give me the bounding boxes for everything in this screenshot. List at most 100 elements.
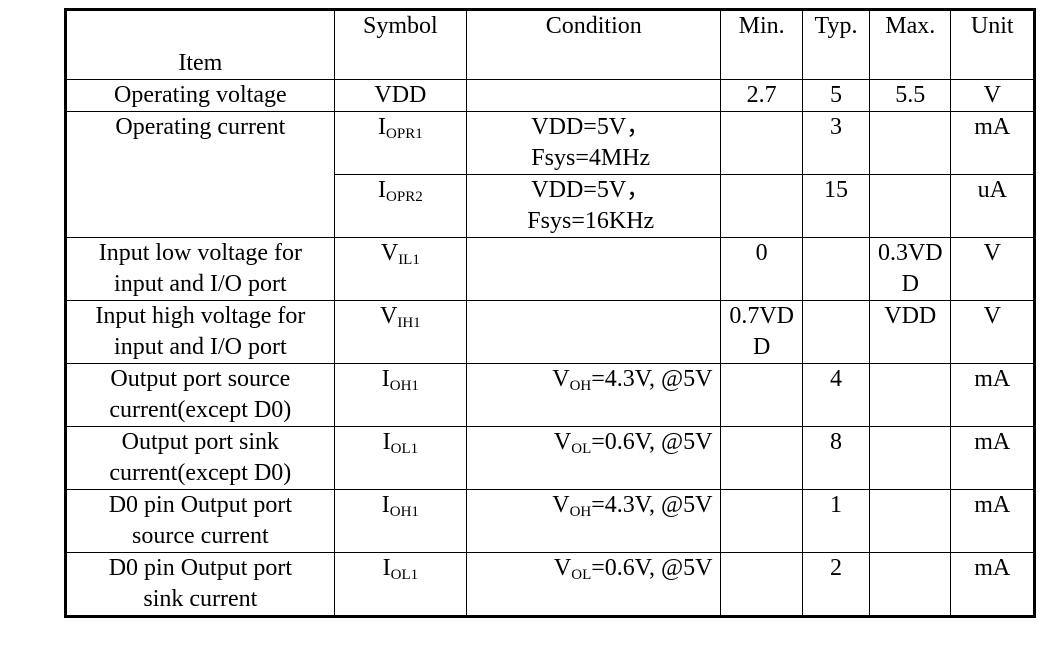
item-cell: Output port sink current(except D0)	[65, 426, 335, 490]
unit-cell: mA	[950, 111, 1035, 175]
header-typ: Typ.	[801, 9, 871, 80]
item-cell: Input high voltage for input and I/O port	[65, 300, 335, 364]
symbol-main: I	[381, 492, 390, 518]
min-cell	[720, 174, 803, 238]
condition-subscript: OL	[571, 441, 592, 457]
condition-subscript: OH	[569, 378, 592, 394]
min-cell: 0	[720, 237, 803, 301]
item-cell: Operating voltage	[65, 79, 335, 112]
typ-cell: 1	[801, 489, 871, 553]
item-cell: Input low voltage for input and I/O port	[65, 237, 335, 301]
min-cell: 0.7VD D	[720, 300, 803, 364]
symbol-subscript: OL1	[390, 567, 419, 583]
item-line-2: input and I/O port	[114, 271, 287, 297]
item-line-2: current(except D0)	[109, 460, 292, 486]
symbol-subscript: IL1	[398, 252, 420, 268]
item-line-2: input and I/O port	[114, 334, 287, 360]
condition-main: V	[552, 366, 570, 392]
symbol-subscript: OPR2	[386, 189, 423, 205]
condition-rest: =4.3V, @5V	[591, 492, 713, 518]
condition-rest: =0.6V, @5V	[591, 555, 713, 581]
table-row: Output port source current(except D0) I OH…	[65, 363, 1035, 427]
min-cell	[720, 426, 803, 490]
symbol-subscript: OL1	[390, 441, 419, 457]
header-symbol: Symbol	[333, 9, 468, 80]
table-row: Input high voltage for input and I/O port…	[65, 300, 1035, 364]
table-row: Operating voltage VDD 2.7 5 5.5 V	[65, 79, 1035, 112]
symbol-main: V	[380, 240, 399, 266]
max-line-2: D	[901, 271, 919, 297]
condition-cell	[466, 237, 722, 301]
typ-cell: 2	[801, 552, 871, 617]
min-line-1: 0.7VD	[729, 303, 795, 329]
unit-cell: V	[950, 237, 1035, 301]
typ-cell	[801, 300, 871, 364]
condition-line-1: VDD=5V，	[531, 177, 651, 203]
symbol-cell: IOL1	[333, 552, 468, 617]
unit-cell: mA	[950, 363, 1035, 427]
min-cell	[720, 552, 803, 617]
table-row: IOPR2 VDD=5V， Fsys=16KHz 15 uA	[66, 174, 1035, 238]
table-row: Input low voltage for input and I/O port …	[65, 237, 1035, 301]
typ-cell: 8	[801, 426, 871, 490]
symbol-subscript: IH1	[397, 315, 421, 331]
item-line-2: current(except D0)	[109, 397, 292, 423]
unit-cell: V	[950, 300, 1035, 364]
max-cell	[869, 489, 952, 553]
condition-cell: VOH=4.3V, @5V	[466, 363, 722, 427]
min-line-2: D	[753, 334, 771, 360]
condition-main: V	[552, 492, 570, 518]
condition-cell	[466, 300, 722, 364]
typ-cell: 4	[801, 363, 871, 427]
item-line-2: source current	[132, 523, 269, 549]
typ-cell: 5	[801, 79, 871, 112]
symbol-cell: IOL1	[333, 426, 468, 490]
symbol-cell: IOPR2	[333, 174, 468, 238]
condition-rest: =4.3V, @5V	[591, 366, 713, 392]
item-line-2: sink current	[143, 586, 258, 612]
symbol-cell: VIL1	[333, 237, 468, 301]
table-row: D0 pin Output port source current IOH1 VO…	[65, 489, 1035, 553]
condition-line-2: Fsys=4MHz	[531, 145, 651, 171]
max-cell	[869, 552, 952, 617]
table-row: Output port sink current(except D0) IOL1 …	[65, 426, 1035, 490]
item-line-1: D0 pin Output port	[108, 492, 293, 518]
symbol-subscript: OH1	[389, 504, 419, 520]
header-condition: Condition	[466, 9, 722, 80]
item-line-1: Input low voltage for	[98, 240, 302, 266]
unit-cell: mA	[950, 489, 1035, 553]
unit-cell: uA	[950, 174, 1035, 238]
min-cell	[720, 111, 803, 175]
condition-line-1: VDD=5V，	[531, 114, 651, 140]
header-min: Min.	[720, 9, 803, 80]
electrical-characteristics-table: Item Symbol Condition Min. Typ. Max. Uni…	[64, 8, 1036, 618]
condition-cell: VDD=5V， Fsys=4MHz	[466, 111, 722, 175]
unit-cell: mA	[950, 426, 1035, 490]
condition-cell	[466, 79, 722, 112]
symbol-cell: VDD	[333, 79, 468, 112]
min-cell	[720, 489, 803, 553]
max-cell	[869, 111, 952, 175]
unit-cell: V	[950, 79, 1035, 112]
max-cell	[869, 363, 952, 427]
condition-cell: VOL=0.6V, @5V	[466, 426, 722, 490]
max-cell: VDD	[869, 300, 952, 364]
condition-cell: VOH=4.3V, @5V	[466, 489, 722, 553]
typ-cell	[801, 237, 871, 301]
condition-subscript: OH	[569, 504, 592, 520]
symbol-main: V	[380, 303, 398, 329]
item-line-1: Output port sink	[121, 429, 280, 455]
table-row: D0 pin Output port sink current IOL1 VOL=…	[65, 552, 1035, 617]
condition-main: V	[553, 429, 572, 455]
symbol-main: I	[381, 366, 390, 392]
condition-rest: =0.6V, @5V	[591, 429, 713, 455]
symbol-main: I	[382, 555, 391, 581]
max-line-1: 0.3VD	[877, 240, 943, 266]
item-cell: Output port source current(except D0)	[65, 363, 335, 427]
symbol-cell: VIH1	[333, 300, 468, 364]
typ-cell: 15	[801, 174, 871, 238]
symbol-cell: IOPR1	[333, 111, 468, 175]
header-max: Max.	[869, 9, 952, 80]
header-unit: Unit	[950, 9, 1035, 80]
symbol-subscript: OPR1	[386, 126, 423, 142]
